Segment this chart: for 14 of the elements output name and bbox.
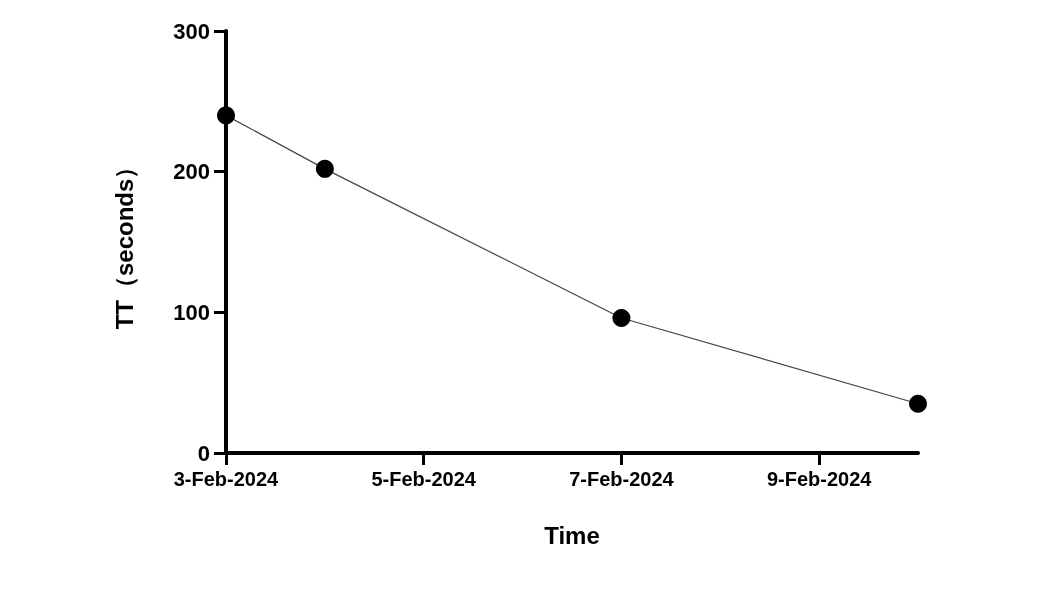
point bbox=[612, 308, 631, 327]
y-axis-title: TT（seconds） bbox=[110, 154, 138, 330]
y-tick-label: 200 bbox=[173, 159, 210, 185]
x-axis-title: Time bbox=[544, 521, 600, 549]
point bbox=[315, 159, 334, 178]
y-tick-label: 100 bbox=[173, 299, 210, 325]
x-tick-label: 3-Feb-2024 bbox=[173, 468, 280, 490]
point bbox=[909, 394, 927, 413]
x-tick-label: 7-Feb-2024 bbox=[569, 468, 675, 490]
y-tick-label: 300 bbox=[173, 18, 210, 44]
x-tick-label: 9-Feb-2024 bbox=[766, 468, 873, 490]
point bbox=[217, 106, 235, 125]
y-tick-label: 0 bbox=[197, 440, 210, 466]
x-tick-label: 5-Feb-2024 bbox=[371, 468, 477, 490]
